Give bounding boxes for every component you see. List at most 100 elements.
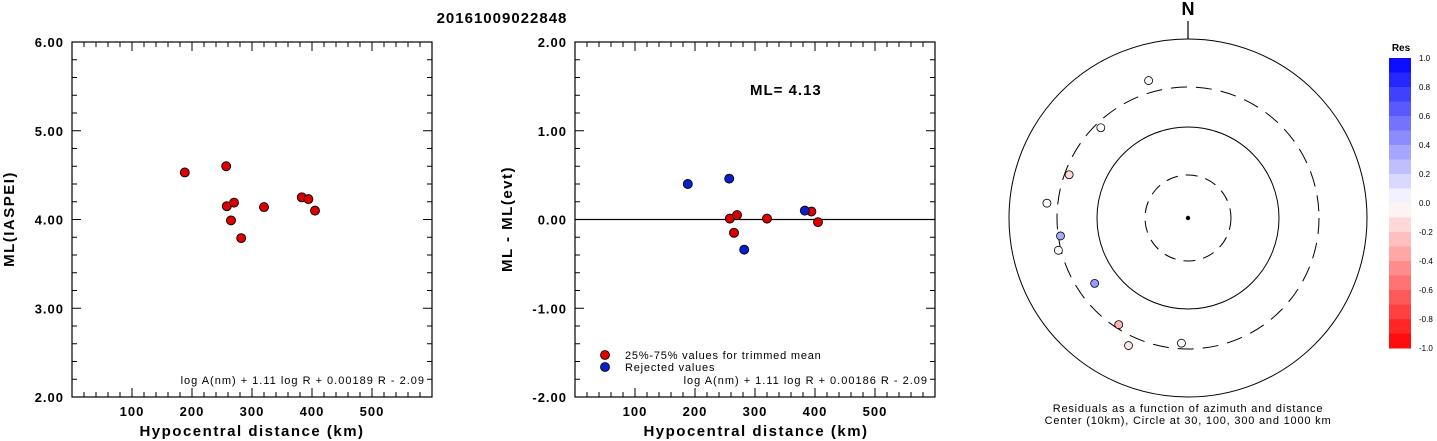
y-tick-label: 4.00 bbox=[35, 213, 64, 228]
data-points bbox=[682, 173, 823, 255]
station-marker bbox=[1177, 338, 1186, 348]
colorbar-cell bbox=[1389, 304, 1411, 320]
formula-text: log A(nm) + 1.11 log R + 0.00189 R - 2.0… bbox=[181, 375, 425, 387]
colorbar-title: Res bbox=[1392, 43, 1411, 54]
x-tick-label: 200 bbox=[180, 404, 205, 419]
y-tick-label: 2.00 bbox=[35, 390, 64, 405]
rejected-point bbox=[739, 244, 750, 255]
legend-label-trimmed: 25%-75% values for trimmed mean bbox=[625, 350, 822, 362]
x-tick-label: 500 bbox=[360, 404, 385, 419]
colorbar-tick-label: -0.6 bbox=[1419, 286, 1433, 295]
data-point bbox=[762, 213, 772, 224]
x-tick-label: 400 bbox=[300, 404, 325, 419]
colorbar-tick-label: -0.8 bbox=[1419, 315, 1433, 324]
x-tick-label: 500 bbox=[863, 404, 888, 419]
colorbar-cells bbox=[1389, 58, 1411, 349]
residual-vs-distance-plot: 100 200 300 400 500 -2.00 -1.00 0.00 1.00 2.00 M… bbox=[499, 35, 936, 440]
epicenter-dot bbox=[1185, 215, 1191, 221]
colorbar-cell bbox=[1389, 217, 1411, 233]
colorbar-cell bbox=[1389, 246, 1411, 262]
tick-marks bbox=[575, 42, 935, 397]
distance-circle-300km bbox=[1056, 86, 1320, 350]
ml-annotation: ML= 4.13 bbox=[750, 82, 822, 99]
station-marker bbox=[1124, 341, 1133, 350]
colorbar-tick-label: 0.4 bbox=[1419, 141, 1431, 150]
data-point bbox=[229, 197, 239, 208]
y-tick-labels: -2.00 -1.00 0.00 1.00 2.00 bbox=[532, 35, 567, 405]
colorbar-tick-label: 0.2 bbox=[1419, 170, 1431, 179]
figure-title: 20161009022848 bbox=[437, 10, 568, 27]
station-marker bbox=[1042, 198, 1052, 208]
colorbar-cell bbox=[1389, 58, 1411, 73]
data-point bbox=[813, 217, 823, 228]
colorbar-cell bbox=[1389, 72, 1411, 88]
colorbar-cell bbox=[1389, 333, 1411, 349]
legend: 25%-75% values for trimmed mean Rejected… bbox=[600, 350, 822, 374]
data-point bbox=[729, 227, 739, 238]
legend-marker-red bbox=[600, 350, 610, 360]
y-axis-label: ML(IASPEI) bbox=[1, 171, 18, 267]
distance-circle-100km bbox=[1096, 126, 1280, 310]
colorbar-tick-label: 1.0 bbox=[1419, 54, 1431, 63]
y-axis-label: ML - ML(evt) bbox=[499, 166, 516, 272]
data-point bbox=[732, 210, 742, 221]
colorbar-cell bbox=[1389, 145, 1411, 160]
data-point bbox=[236, 233, 247, 244]
ml-vs-distance-plot: 100 200 300 400 500 2.00 3.00 4.00 5.00 6.00 log… bbox=[1, 35, 433, 440]
caption-line-1: Residuals as a function of azimuth and d… bbox=[1053, 403, 1324, 415]
x-tick-label: 300 bbox=[240, 404, 265, 419]
station-marker bbox=[1064, 170, 1074, 180]
y-tick-label: -1.00 bbox=[532, 301, 567, 316]
colorbar-tick-label: 0.8 bbox=[1419, 83, 1431, 92]
colorbar-cell bbox=[1389, 203, 1411, 218]
distance-circle-30km bbox=[1144, 174, 1232, 262]
data-point bbox=[179, 167, 190, 178]
station-marker bbox=[1056, 231, 1065, 241]
colorbar-cell bbox=[1389, 116, 1411, 131]
data-point bbox=[221, 161, 232, 172]
legend-label-rejected: Rejected values bbox=[625, 362, 715, 374]
x-axis-label: Hypocentral distance (km) bbox=[643, 423, 868, 440]
residual-colorbar: Res 1.0 0.8 0.6 0.4 0.2 0.0 -0.2 -0.4 -0.6 -0.8 -1… bbox=[1389, 43, 1433, 353]
colorbar-cell bbox=[1389, 188, 1411, 204]
colorbar-cell bbox=[1389, 290, 1411, 305]
x-tick-label: 100 bbox=[120, 404, 145, 419]
colorbar-tick-label: 0.6 bbox=[1419, 112, 1431, 121]
tick-marks bbox=[72, 42, 432, 397]
colorbar-tick-label: -0.4 bbox=[1419, 257, 1433, 266]
legend-marker-blue bbox=[600, 362, 610, 372]
colorbar-cell bbox=[1389, 101, 1411, 117]
rejected-point bbox=[724, 173, 735, 184]
data-point bbox=[259, 202, 269, 213]
station-marker bbox=[1114, 320, 1124, 330]
x-tick-label: 400 bbox=[803, 404, 828, 419]
y-tick-label: 3.00 bbox=[35, 301, 64, 316]
colorbar-tick-label: -0.2 bbox=[1419, 228, 1433, 237]
y-tick-label: 0.00 bbox=[538, 213, 567, 228]
colorbar-labels: 1.0 0.8 0.6 0.4 0.2 0.0 -0.2 -0.4 -0.6 -0.8 -1.0 bbox=[1419, 54, 1433, 353]
station-marker bbox=[1090, 278, 1100, 288]
colorbar-cell bbox=[1389, 159, 1411, 175]
data-points bbox=[179, 161, 320, 244]
colorbar-cell bbox=[1389, 130, 1411, 146]
colorbar-cell bbox=[1389, 232, 1411, 247]
north-label: N bbox=[1182, 0, 1195, 19]
colorbar-tick-label: -1.0 bbox=[1419, 344, 1433, 353]
colorbar-cell bbox=[1389, 261, 1411, 276]
x-axis-label: Hypocentral distance (km) bbox=[139, 423, 364, 440]
x-tick-labels: 100 200 300 400 500 bbox=[623, 404, 888, 419]
station-marker bbox=[1053, 245, 1063, 255]
formula-text: log A(nm) + 1.11 log R + 0.00186 R - 2.0… bbox=[684, 375, 928, 387]
y-tick-labels: 2.00 3.00 4.00 5.00 6.00 bbox=[35, 35, 64, 405]
colorbar-tick-label: 0.0 bbox=[1419, 199, 1431, 208]
colorbar-cell bbox=[1389, 174, 1411, 189]
x-tick-label: 300 bbox=[743, 404, 768, 419]
y-tick-label: 5.00 bbox=[35, 124, 64, 139]
y-tick-label: 1.00 bbox=[538, 124, 567, 139]
data-point bbox=[310, 205, 320, 216]
colorbar-cell bbox=[1389, 319, 1411, 334]
x-tick-label: 100 bbox=[623, 404, 648, 419]
x-tick-labels: 100 200 300 400 500 bbox=[120, 404, 385, 419]
y-tick-label: -2.00 bbox=[532, 390, 567, 405]
